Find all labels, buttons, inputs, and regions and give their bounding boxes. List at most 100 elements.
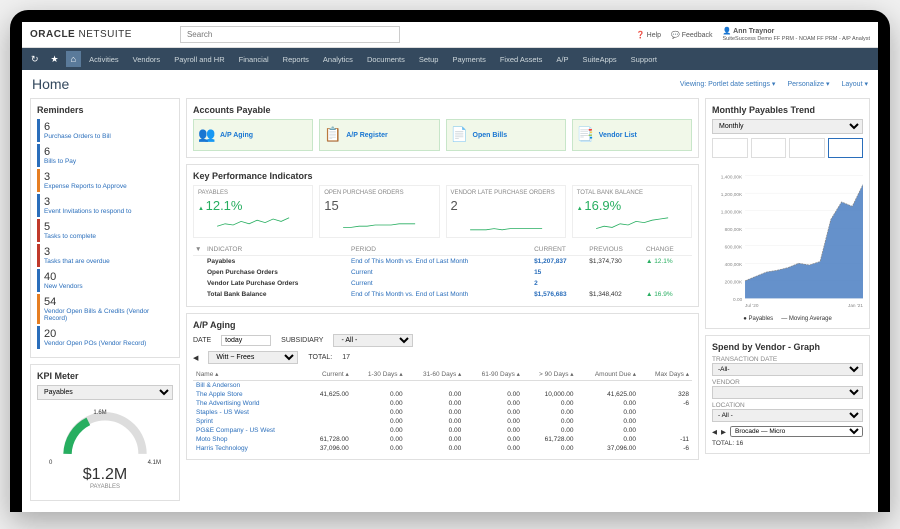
- nav-analytics[interactable]: Analytics: [317, 51, 359, 68]
- nav-reports[interactable]: Reports: [277, 51, 315, 68]
- reminder-item[interactable]: 3Expense Reports to Approve: [37, 169, 173, 192]
- aging-row[interactable]: Sprint0.000.000.000.000.00: [193, 417, 692, 426]
- nav-documents[interactable]: Documents: [361, 51, 411, 68]
- reminder-item[interactable]: 6Purchase Orders to Bill: [37, 119, 173, 142]
- oracle-netsuite-logo: ORACLE NETSUITE: [30, 29, 132, 40]
- legend-moving-avg: — Moving Average: [781, 316, 832, 322]
- aging-row[interactable]: The Apple Store41,625.000.000.000.0010,0…: [193, 390, 692, 399]
- feedback-link[interactable]: 💬 Feedback: [671, 31, 712, 39]
- personalize-link[interactable]: Personalize ▾: [787, 80, 829, 88]
- trend-thumbs: [712, 138, 863, 158]
- home-icon[interactable]: ⌂: [66, 51, 81, 67]
- user-menu[interactable]: 👤 Ann TraynorSuiteSuccess Demo FF PRM - …: [722, 27, 870, 42]
- nav-support[interactable]: Support: [625, 51, 663, 68]
- aging-filter-select[interactable]: Witt ~ Frees: [208, 351, 298, 364]
- spend-filter: LOCATION- All -: [712, 402, 863, 422]
- legend-payables: ● Payables: [743, 316, 773, 322]
- gauge-value: $1.2M: [41, 466, 169, 484]
- svg-text:1,400,00K: 1,400,00K: [721, 174, 743, 179]
- aging-row[interactable]: Harris Technology37,096.000.000.000.000.…: [193, 444, 692, 453]
- kpi-meter-card: KPI Meter Payables 01.6M4.1M $1.2M PAYAB…: [30, 364, 180, 501]
- spend-by-vendor-card: Spend by Vendor - Graph TRANSACTION DATE…: [705, 335, 870, 454]
- svg-text:1,000,00K: 1,000,00K: [721, 210, 743, 215]
- ap-tile[interactable]: 📋A/P Register: [319, 119, 439, 151]
- spend-filter: VENDOR: [712, 379, 863, 399]
- spend-vendor-select[interactable]: Brocade — Micro: [730, 426, 863, 437]
- svg-text:Jan '21: Jan '21: [848, 303, 863, 308]
- nav-fixed-assets[interactable]: Fixed Assets: [494, 51, 549, 68]
- aging-row[interactable]: Staples - US West0.000.000.000.000.00: [193, 408, 692, 417]
- kpi-tile: TOTAL BANK BALANCE16.9%: [572, 185, 692, 238]
- nav-vendors[interactable]: Vendors: [127, 51, 167, 68]
- trend-chart: 1,400,00K 1,200,00K 1,000,00K 800,00K 600,00…: [712, 162, 863, 312]
- spend-filter: TRANSACTION DATE-All-: [712, 356, 863, 376]
- main-nav: ↻ ★ ⌂ ActivitiesVendorsPayroll and HRFin…: [22, 48, 878, 70]
- kpi-tile: PAYABLES12.1%: [193, 185, 313, 238]
- svg-text:1,200,00K: 1,200,00K: [721, 192, 743, 197]
- reminder-item[interactable]: 6Bills to Pay: [37, 144, 173, 167]
- kpi-tile: OPEN PURCHASE ORDERS15: [319, 185, 439, 238]
- svg-text:Jul '20: Jul '20: [745, 303, 759, 308]
- page-title: Home: [32, 76, 69, 92]
- spend-filter-select[interactable]: - All -: [712, 409, 863, 422]
- kpi-card: Key Performance Indicators PAYABLES12.1%…: [186, 164, 699, 307]
- layout-link[interactable]: Layout ▾: [842, 80, 869, 88]
- star-icon[interactable]: ★: [46, 51, 64, 68]
- help-link[interactable]: ❓ Help: [636, 31, 661, 39]
- reminder-item[interactable]: 3Event Invitations to respond to: [37, 194, 173, 217]
- reminder-item[interactable]: 5Tasks to complete: [37, 219, 173, 242]
- aging-table: Name ▴Current ▴1-30 Days ▴31-60 Days ▴61…: [193, 368, 692, 453]
- top-bar: ORACLE NETSUITE ❓ Help 💬 Feedback 👤 Ann …: [22, 22, 878, 48]
- reminder-item[interactable]: 54Vendor Open Bills & Credits (Vendor Re…: [37, 294, 173, 324]
- svg-text:0.00: 0.00: [733, 297, 743, 302]
- svg-text:600,00K: 600,00K: [725, 245, 743, 250]
- nav-payments[interactable]: Payments: [446, 51, 491, 68]
- prev-icon[interactable]: ◀: [712, 428, 717, 436]
- search-input[interactable]: [180, 26, 400, 43]
- accounts-payable-card: Accounts Payable 👥A/P Aging📋A/P Register…: [186, 98, 699, 158]
- nav-setup[interactable]: Setup: [413, 51, 445, 68]
- ap-aging-card: A/P Aging DATE SUBSIDIARY - All - ◀ Witt…: [186, 313, 699, 460]
- next-icon[interactable]: ▶: [721, 428, 726, 436]
- history-icon[interactable]: ↻: [26, 51, 44, 68]
- spend-filter-select[interactable]: -All-: [712, 363, 863, 376]
- reminder-item[interactable]: 20Vendor Open POs (Vendor Record): [37, 326, 173, 349]
- nav-financial[interactable]: Financial: [233, 51, 275, 68]
- trend-card: Monthly Payables Trend Monthly 1,400,00K…: [705, 98, 870, 329]
- ap-tile[interactable]: 👥A/P Aging: [193, 119, 313, 151]
- kpi-row[interactable]: Vendor Late Purchase OrdersCurrent2: [193, 278, 692, 289]
- kpi-row[interactable]: Open Purchase OrdersCurrent15: [193, 267, 692, 278]
- kpi-tile: VENDOR LATE PURCHASE ORDERS2: [446, 185, 566, 238]
- nav-activities[interactable]: Activities: [83, 51, 125, 68]
- trend-thumb[interactable]: [789, 138, 825, 158]
- spend-filter-select[interactable]: [712, 386, 863, 399]
- svg-text:800,00K: 800,00K: [725, 227, 743, 232]
- aging-row[interactable]: PG&E Company - US West0.000.000.000.000.…: [193, 426, 692, 435]
- reminder-item[interactable]: 40New Vendors: [37, 269, 173, 292]
- reminder-item[interactable]: 3Tasks that are overdue: [37, 244, 173, 267]
- aging-row[interactable]: The Advertising World0.000.000.000.000.0…: [193, 399, 692, 408]
- kpi-row[interactable]: PayablesEnd of This Month vs. End of Las…: [193, 256, 692, 268]
- viewing-settings[interactable]: Viewing: Portlet date settings ▾: [680, 80, 776, 88]
- svg-text:400,00K: 400,00K: [725, 262, 743, 267]
- trend-period-select[interactable]: Monthly: [712, 119, 863, 134]
- reminders-card: Reminders 6Purchase Orders to Bill6Bills…: [30, 98, 180, 358]
- trend-thumb[interactable]: [712, 138, 748, 158]
- nav-payroll-and-hr[interactable]: Payroll and HR: [168, 51, 230, 68]
- ap-tile[interactable]: 📑Vendor List: [572, 119, 692, 151]
- aging-date-input[interactable]: [221, 335, 271, 346]
- kpi-meter-select[interactable]: Payables: [37, 385, 173, 400]
- nav-suiteapps[interactable]: SuiteApps: [576, 51, 622, 68]
- kpi-row[interactable]: Total Bank BalanceEnd of This Month vs. …: [193, 289, 692, 300]
- aging-row[interactable]: Moto Shop61,728.000.000.000.0061,728.000…: [193, 435, 692, 444]
- trend-thumb-active[interactable]: [828, 138, 864, 158]
- kpi-table: ▼INDICATORPERIODCURRENTPREVIOUSCHANGE Pa…: [193, 244, 692, 300]
- global-search[interactable]: [180, 26, 400, 43]
- page-header: Home Viewing: Portlet date settings ▾ Pe…: [22, 70, 878, 98]
- aging-subsidiary-select[interactable]: - All -: [333, 334, 413, 347]
- svg-text:200,00K: 200,00K: [725, 280, 743, 285]
- nav-a-p[interactable]: A/P: [550, 51, 574, 68]
- aging-row[interactable]: Bill & Anderson: [193, 381, 692, 391]
- trend-thumb[interactable]: [751, 138, 787, 158]
- ap-tile[interactable]: 📄Open Bills: [446, 119, 566, 151]
